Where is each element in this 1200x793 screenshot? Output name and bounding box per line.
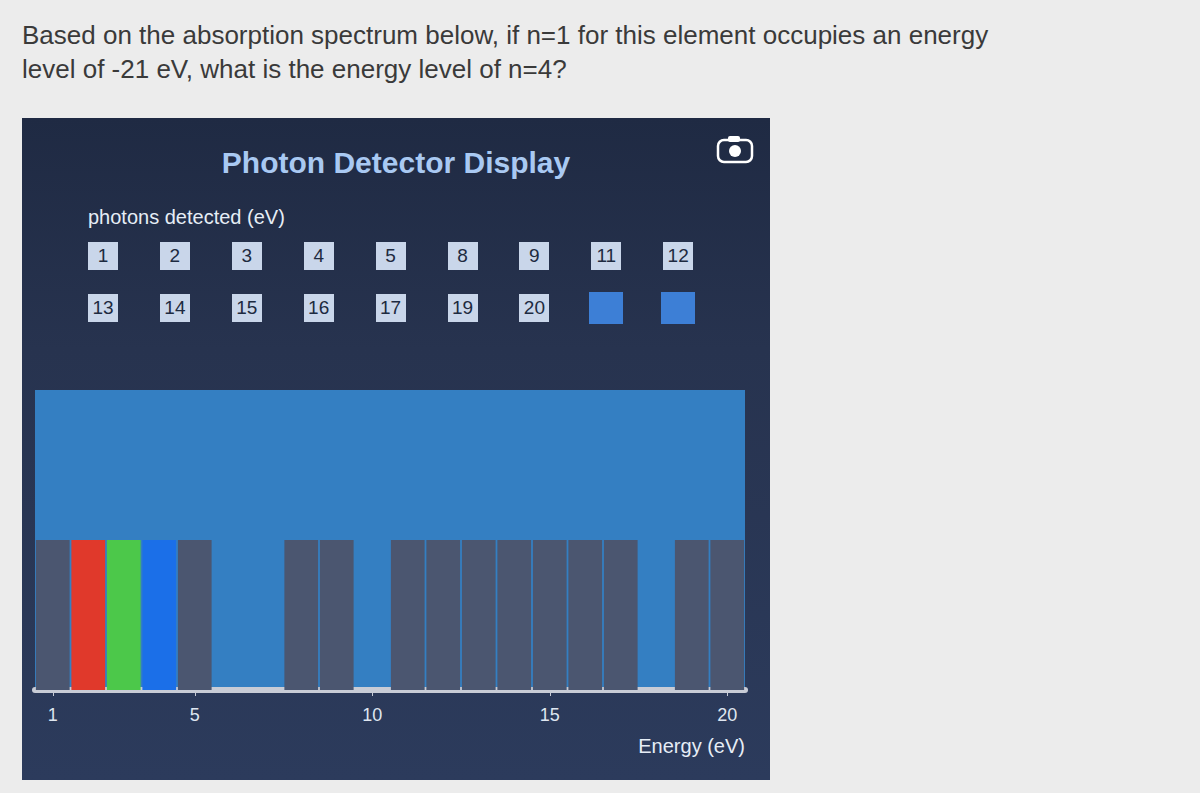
svg-text:5: 5 xyxy=(190,705,200,725)
html-text:15: 15 xyxy=(236,297,258,318)
html-text:17: 17 xyxy=(380,297,402,318)
html-text:14: 14 xyxy=(164,297,186,318)
svg-text:10: 10 xyxy=(362,705,382,725)
html-text:Photon Detector Display: Photon Detector Display xyxy=(221,146,571,179)
html-text:5: 5 xyxy=(385,245,396,266)
html-text:20: 20 xyxy=(523,297,545,318)
html-text:3: 3 xyxy=(241,245,253,266)
html-text:1: 1 xyxy=(97,245,109,266)
html-text:19: 19 xyxy=(451,297,474,318)
html-text:16: 16 xyxy=(308,297,330,318)
html-text:2: 2 xyxy=(169,245,181,266)
html-text:13: 13 xyxy=(92,297,114,318)
svg-text:Energy (eV): Energy (eV) xyxy=(638,735,745,757)
svg-text:1: 1 xyxy=(48,705,58,725)
html-text:12: 12 xyxy=(667,245,689,266)
html-text:4: 4 xyxy=(313,245,324,266)
svg-text:15: 15 xyxy=(540,705,560,725)
html-text:8: 8 xyxy=(457,245,468,266)
html-text:Based on the absorption spectr: Based on the absorption spectrum below, … xyxy=(22,20,989,50)
html-text:9: 9 xyxy=(529,245,540,266)
html-text:photons detected (eV): photons detected (eV) xyxy=(88,206,285,228)
svg-text:20: 20 xyxy=(717,705,737,725)
html-text:level of -21 eV, what is the e: level of -21 eV, what is the energy leve… xyxy=(22,54,567,84)
html-text:11: 11 xyxy=(596,245,617,266)
